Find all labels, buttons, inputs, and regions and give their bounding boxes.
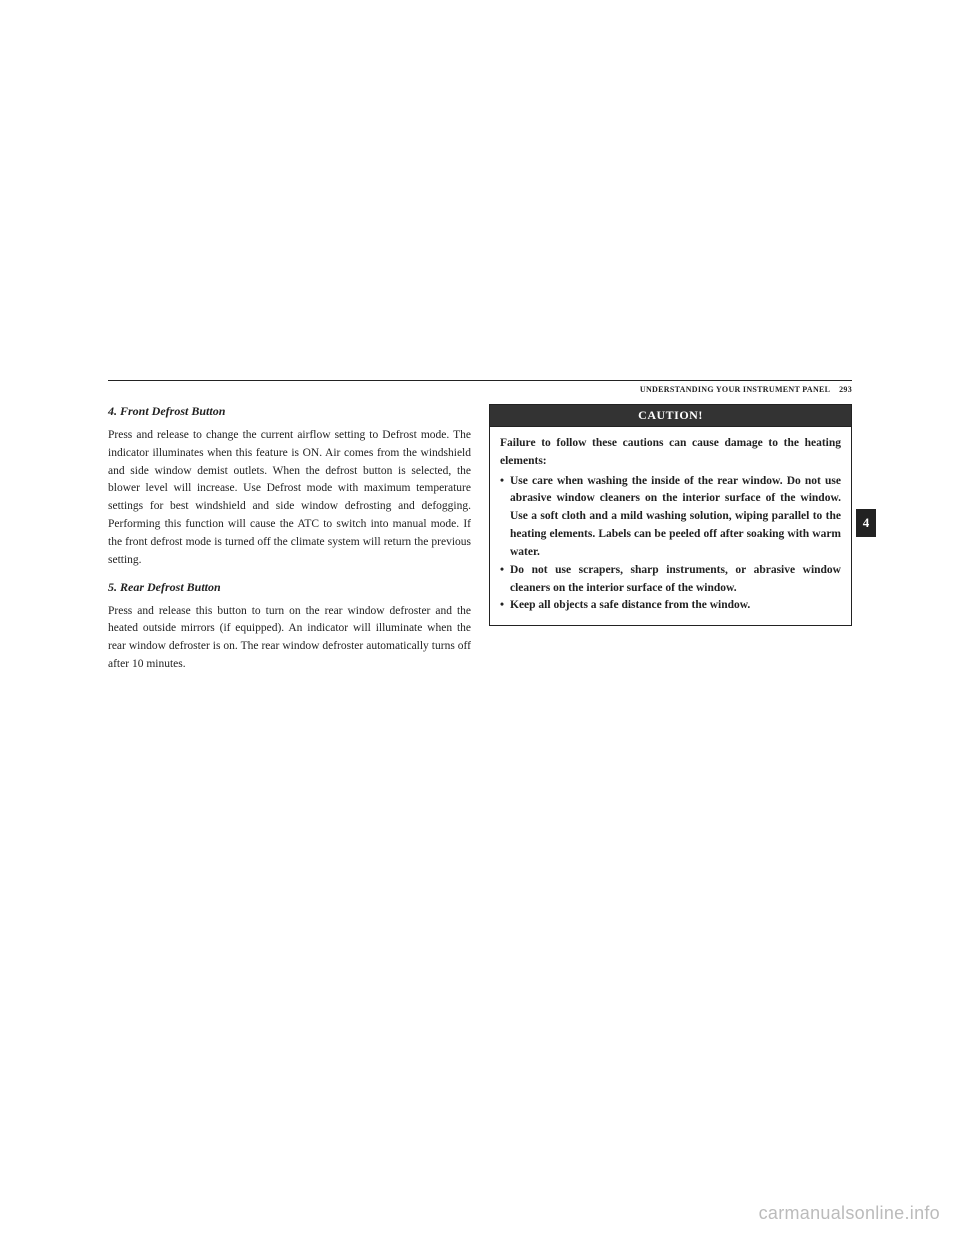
left-column: 4. Front Defrost Button Press and releas… [108,404,471,684]
tab-number: 4 [863,515,870,531]
page-number: 293 [839,385,852,394]
chapter-tab: 4 [856,509,876,537]
watermark: carmanualsonline.info [759,1203,940,1224]
caution-list: Use care when washing the inside of the … [500,473,841,616]
heading-front-defrost: 4. Front Defrost Button [108,404,471,419]
para-front-defrost: Press and release to change the current … [108,427,471,570]
caution-title: CAUTION! [490,405,851,427]
caution-item: Keep all objects a safe distance from th… [500,597,841,615]
two-column-layout: 4. Front Defrost Button Press and releas… [108,404,852,684]
caution-item: Use care when washing the inside of the … [500,473,841,562]
section-title: UNDERSTANDING YOUR INSTRUMENT PANEL [640,385,830,394]
page-content: UNDERSTANDING YOUR INSTRUMENT PANEL 293 … [108,380,852,684]
heading-rear-defrost: 5. Rear Defrost Button [108,580,471,595]
header-rule [108,380,852,381]
caution-body: Failure to follow these cautions can cau… [490,427,851,625]
right-column: CAUTION! Failure to follow these caution… [489,404,852,684]
page-header: UNDERSTANDING YOUR INSTRUMENT PANEL 293 [108,385,852,394]
caution-intro: Failure to follow these cautions can cau… [500,435,841,471]
caution-box: CAUTION! Failure to follow these caution… [489,404,852,626]
para-rear-defrost: Press and release this button to turn on… [108,603,471,674]
caution-item: Do not use scrapers, sharp instruments, … [500,562,841,598]
